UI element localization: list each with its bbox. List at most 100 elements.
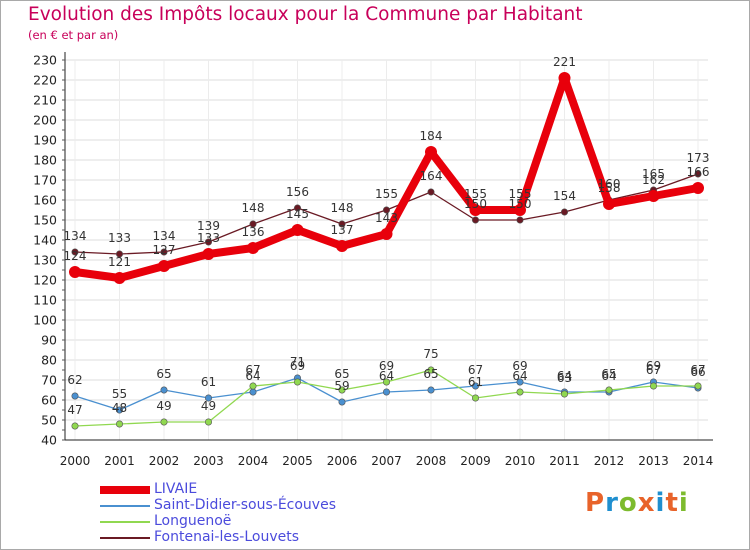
proxiti-logo: Proxiti [585, 488, 689, 518]
legend-label: LIVAIE [154, 481, 198, 497]
data-point [516, 216, 524, 224]
data-point [471, 394, 479, 402]
data-point [603, 198, 615, 210]
data-point [160, 386, 168, 394]
x-tick-label: 2003 [193, 454, 224, 468]
logo-letter: t [665, 488, 679, 518]
data-point [469, 204, 482, 216]
data-label: 155 [464, 187, 487, 201]
data-label: 154 [553, 189, 576, 203]
y-tick-label: 130 [33, 253, 57, 268]
data-label: 148 [331, 201, 354, 215]
data-point [113, 272, 126, 284]
legend-item-fontenai: Fontenai-les-Louvets [100, 529, 400, 546]
data-label: 121 [108, 255, 131, 269]
legend-item-longuenoe: Longuenoë [100, 513, 400, 530]
data-point [247, 242, 259, 254]
data-point [291, 224, 304, 236]
x-tick-label: 2007 [371, 454, 402, 468]
y-tick-label: 170 [33, 173, 57, 188]
data-label: 47 [67, 403, 82, 417]
data-point [205, 238, 213, 246]
data-label: 143 [375, 211, 398, 225]
data-label: 65 [334, 367, 349, 381]
data-label: 124 [64, 249, 87, 263]
data-label: 63 [557, 371, 572, 385]
data-label: 66 [690, 365, 705, 379]
y-tick-label: 80 [41, 353, 57, 368]
y-tick-label: 120 [33, 273, 57, 288]
data-point [382, 388, 390, 396]
data-point [293, 204, 301, 212]
data-point [514, 204, 526, 216]
legend-label: Saint-Didier-sous-Écouves [154, 497, 336, 513]
data-label: 69 [646, 359, 661, 373]
data-point [649, 382, 657, 390]
data-point [471, 382, 479, 390]
data-point [71, 422, 79, 430]
data-label: 67 [245, 363, 260, 377]
data-label: 59 [334, 379, 349, 393]
data-label: 64 [557, 369, 572, 383]
data-label: 64 [512, 369, 527, 383]
data-label: 162 [642, 173, 665, 187]
data-point [202, 248, 215, 260]
data-point [116, 406, 124, 414]
data-label: 67 [646, 363, 661, 377]
y-tick-label: 150 [33, 213, 57, 228]
data-label: 145 [286, 207, 309, 221]
logo-letter: x [637, 488, 656, 518]
data-point [647, 190, 660, 202]
data-label: 55 [112, 387, 127, 401]
data-point [160, 418, 168, 426]
data-label: 49 [201, 399, 216, 413]
logo-letter: P [585, 488, 606, 518]
legend-swatch-livaie [100, 486, 150, 494]
data-point [336, 240, 348, 252]
legend: LIVAIE Saint-Didier-sous-Écouves Longuen… [100, 481, 400, 546]
data-point [427, 188, 435, 196]
data-label: 48 [112, 401, 127, 415]
data-point [205, 394, 213, 402]
logo-letter: r [605, 488, 619, 518]
x-tick-label: 2000 [60, 454, 91, 468]
data-point [249, 382, 257, 390]
data-label: 150 [509, 197, 532, 211]
y-tick-label: 40 [41, 433, 57, 448]
x-tick-label: 2001 [104, 454, 135, 468]
data-label: 69 [290, 359, 305, 373]
data-point [71, 392, 79, 400]
data-label: 71 [290, 355, 305, 369]
data-point [558, 72, 571, 84]
y-tick-label: 200 [33, 113, 57, 128]
data-point [338, 398, 346, 406]
data-label: 61 [468, 375, 483, 389]
data-label: 67 [690, 363, 705, 377]
chart-subtitle: (en € et par an) [28, 28, 119, 42]
data-point [427, 366, 435, 374]
data-label: 134 [64, 229, 87, 243]
data-label: 65 [601, 367, 616, 381]
data-point [516, 378, 524, 386]
x-tick-label: 2011 [549, 454, 580, 468]
logo-letter: i [678, 488, 689, 518]
data-point [338, 386, 346, 394]
data-point [116, 420, 124, 428]
data-point [338, 220, 346, 228]
legend-label: Longuenoë [154, 513, 232, 529]
data-label: 133 [108, 231, 131, 245]
data-label: 221 [553, 55, 576, 69]
x-tick-label: 2004 [238, 454, 269, 468]
data-label: 134 [153, 229, 176, 243]
data-label: 136 [242, 225, 265, 239]
data-label: 156 [286, 185, 309, 199]
data-label: 65 [423, 367, 438, 381]
data-label: 155 [509, 187, 532, 201]
data-label: 139 [197, 219, 220, 233]
data-label: 158 [598, 181, 621, 195]
data-label: 65 [156, 367, 171, 381]
data-point [380, 228, 393, 240]
logo-letter: i [655, 488, 666, 518]
data-label: 69 [379, 359, 394, 373]
